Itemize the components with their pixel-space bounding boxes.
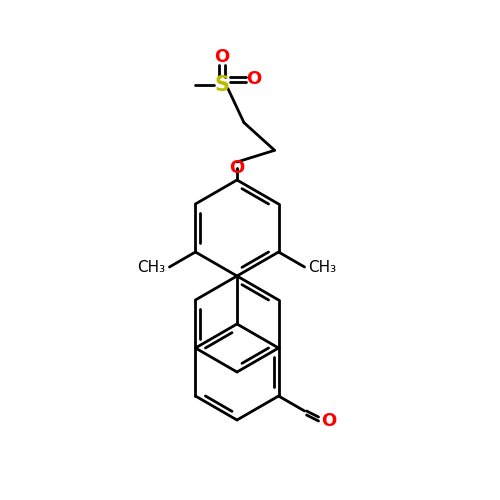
Text: CH₃: CH₃: [308, 260, 336, 274]
Text: O: O: [214, 48, 230, 66]
Text: S: S: [214, 74, 230, 94]
Text: O: O: [321, 412, 336, 430]
Text: CH₃: CH₃: [138, 260, 166, 274]
Text: O: O: [230, 159, 244, 177]
Text: O: O: [246, 70, 262, 87]
